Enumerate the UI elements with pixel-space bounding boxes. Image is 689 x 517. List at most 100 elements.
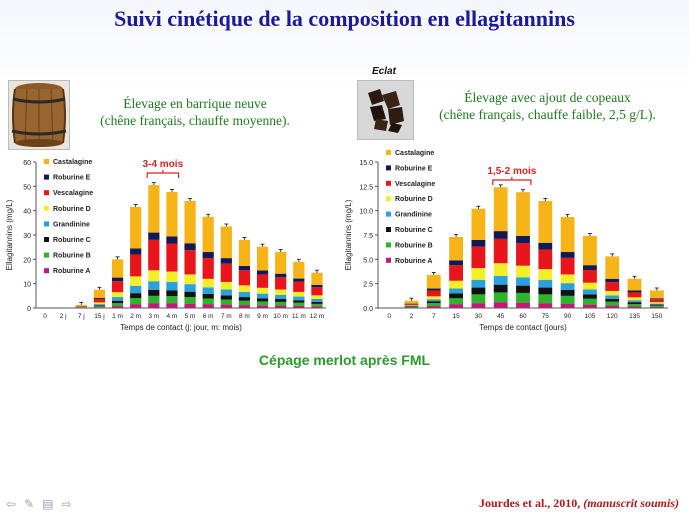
bar-segment-roburine-d [293,291,305,297]
x-tick-label: 12 m [310,313,324,320]
legend-item: Roburine C [44,237,91,244]
citation-italic: (manuscrit soumis) [583,496,679,510]
bar-segment-roburine-c [275,298,287,302]
error-bar [543,198,548,201]
y-tick-label: 50 [23,184,31,191]
error-bar [476,205,481,209]
x-tick-label: 7 m [221,313,232,320]
bar-segment-roburine-c [111,300,124,304]
y-axis-label: Ellagitannins (mg/L) [5,199,14,270]
menu-icon[interactable]: ▤ [42,497,62,511]
bar-segment-castalagine [538,200,553,243]
y-tick-label: 2.5 [363,282,373,289]
y-tick-label: 0 [27,306,31,313]
barrel-photo [8,80,70,150]
bar-segment-castalagine [649,290,664,299]
pen-icon[interactable]: ✎ [24,497,43,511]
bar-segment-roburine-a [649,307,664,308]
bar-segment-castalagine [516,192,530,236]
error-bar [565,214,570,217]
bar-segment-roburine-c [256,298,269,302]
error-bar [296,258,301,262]
x-tick-label: 135 [629,313,640,320]
bar-segment-roburine-b [238,300,251,306]
bar-segment-roburine-b [471,294,486,304]
legend-item: Roburine A [386,257,432,265]
bar-segment-roburine-d [471,268,486,280]
bar-segment-castalagine [605,256,620,279]
legend-swatch [386,165,391,171]
bar-segment-roburine-a [605,305,620,308]
bar-segment-grandinine [293,296,305,301]
bar-segment-castalagine [111,259,124,278]
bar-segment-vescalagine [293,281,305,292]
error-bar [224,223,229,227]
bar-segment-roburine-a [238,305,251,308]
right-subtitle-line1: Élevage avec ajout de copeaux [464,90,631,105]
error-bar [97,286,102,290]
y-tick-label: 5.0 [363,257,373,264]
legend-label: Roburine E [395,165,433,172]
bar-segment-castalagine [275,252,287,274]
y-tick-label: 40 [23,209,31,216]
x-tick-label: 5 m [185,313,196,320]
error-bar [169,189,174,192]
bar-segment-vescalagine [605,282,620,291]
citation: Jourdes et al., 2010, (manuscrit soumis) [479,496,679,511]
bar-segment-vescalagine [184,250,196,275]
next-slide-icon[interactable]: ⇨ [61,497,80,511]
bar-segment-roburine-a [627,306,642,308]
error-bar [498,184,503,188]
bar-segment-roburine-e [538,242,553,250]
legend-label: Vescalagine [53,190,93,197]
bar-segment-castalagine [202,216,214,253]
x-tick-label: 150 [651,313,662,320]
legend-swatch [44,237,49,242]
legend-label: Roburine A [53,268,90,275]
bar-segment-roburine-d [493,263,508,276]
bar-segment-roburine-b [627,304,642,307]
bar-segment-roburine-a [111,306,124,308]
bar-segment-roburine-b [311,303,323,307]
bar-segment-roburine-a [202,304,214,308]
legend-item: Roburine E [386,165,433,172]
legend-label: Roburine E [53,175,91,182]
error-bar [314,269,319,273]
bar-segment-roburine-c [220,295,232,300]
bar-segment-roburine-b [256,301,269,306]
bar-segment-vescalagine [256,274,269,288]
bar-segment-roburine-e [238,265,251,271]
x-tick-label: 1 m [112,313,123,320]
bar-segment-roburine-c [202,293,214,299]
x-tick-label: 90 [564,313,572,320]
bar-segment-grandinine [538,279,553,288]
bar-segment-grandinine [560,283,575,290]
bar-segment-roburine-d [256,287,269,294]
slide-nav-toolbar: ⇦✎▤⇨ [6,497,80,511]
bar-segment-castalagine [471,208,486,240]
bar-segment-castalagine [449,236,463,261]
bar-segment-grandinine [627,300,642,303]
legend-item: Castalagine [386,150,434,157]
bar-segment-roburine-b [649,305,664,308]
legend-swatch [44,221,49,227]
bar-segment-roburine-b [130,298,142,305]
bar-segment-grandinine [649,303,664,305]
right-subtitle-line2: (chêne français, chauffe faible, 2,5 g/L… [439,107,656,122]
bar-segment-roburine-d [184,274,196,285]
bar-segment-roburine-c [238,297,251,301]
bar-segment-roburine-a [538,303,553,308]
bar-segment-roburine-a [560,303,575,308]
bar-segment-grandinine [449,288,463,294]
bar-segment-roburine-d [275,289,287,295]
bar-segment-roburine-d [311,295,323,299]
legend-label: Roburine D [395,196,433,203]
prev-slide-icon[interactable]: ⇦ [6,497,25,511]
bar-segment-roburine-c [649,304,664,306]
x-tick-label: 2 m [130,313,141,320]
bar-segment-roburine-b [93,306,106,308]
x-tick-label: 7 j [78,313,85,320]
citation-main: Jourdes et al., 2010, [478,496,584,510]
bar-segment-roburine-a [166,303,178,308]
bar-segment-roburine-a [184,303,196,308]
